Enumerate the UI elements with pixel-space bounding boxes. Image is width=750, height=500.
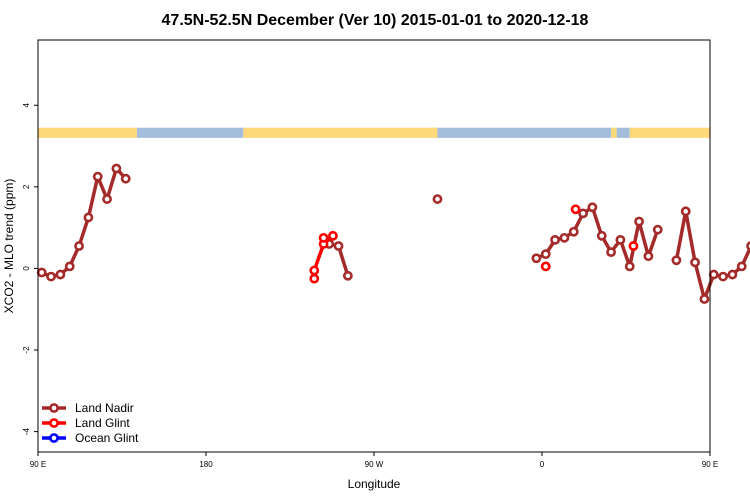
data-point: [634, 216, 644, 227]
data-point: [671, 255, 682, 266]
series-line: [41, 166, 128, 279]
data-point: [531, 253, 542, 264]
data-point: [718, 271, 728, 282]
data-point: [309, 273, 320, 284]
legend-label: Land Nadir: [75, 401, 134, 415]
data-point: [328, 230, 338, 241]
y-tick-label: 2: [22, 184, 31, 189]
data-point: [540, 249, 551, 260]
data-point: [55, 269, 66, 280]
strip-land-segment: [38, 127, 137, 138]
data-point: [606, 247, 616, 258]
legend-label: Land Glint: [75, 416, 130, 430]
strip-ocean-segment: [616, 127, 630, 138]
data-point: [680, 206, 691, 217]
y-tick-label: 0: [22, 266, 31, 271]
data-point: [708, 269, 719, 280]
chart-title: 47.5N-52.5N December (Ver 10) 2015-01-01…: [162, 12, 589, 29]
y-tick-label: 4: [22, 102, 31, 107]
strip-land-segment: [629, 127, 710, 138]
x-axis-label: Longitude: [348, 477, 401, 491]
data-point: [736, 261, 747, 272]
data-point: [64, 261, 75, 272]
series-line: [674, 209, 750, 301]
x-tick-label: 90 E: [30, 460, 46, 469]
data-point: [318, 232, 329, 243]
x-tick-label: 90 W: [365, 460, 384, 469]
land-ocean-strip: [38, 127, 710, 138]
y-axis-label: XCO2 - MLO trend (ppm): [2, 179, 16, 314]
data-point: [120, 173, 131, 184]
data-point: [46, 271, 56, 282]
series-layer: [36, 163, 750, 304]
y-tick-label: -4: [22, 428, 31, 436]
data-point: [624, 261, 635, 272]
data-point: [83, 212, 94, 223]
y-tick-label: -2: [22, 346, 31, 354]
data-point: [596, 230, 607, 241]
data-point: [643, 251, 654, 262]
data-point: [111, 163, 122, 174]
data-point: [587, 202, 598, 213]
strip-ocean-segment: [437, 127, 612, 138]
data-point: [559, 232, 570, 243]
data-point: [652, 224, 663, 235]
legend-marker: [49, 418, 59, 428]
data-point: [92, 171, 103, 182]
strip-land-segment: [611, 127, 617, 138]
data-point: [699, 294, 710, 304]
data-point: [628, 241, 639, 251]
strip-land-segment: [243, 127, 438, 138]
data-point: [36, 267, 47, 278]
data-point: [74, 241, 84, 251]
data-point: [615, 234, 626, 245]
data-point: [690, 257, 700, 268]
data-point: [333, 241, 344, 251]
data-point: [102, 194, 112, 204]
series-land-nadir: [36, 163, 750, 304]
x-tick-label: 90 E: [702, 460, 718, 469]
x-tick-label: 0: [540, 460, 545, 469]
legend-label: Ocean Glint: [75, 431, 139, 445]
data-point: [578, 208, 588, 219]
data-point: [550, 234, 560, 245]
data-point: [342, 270, 353, 281]
data-point: [540, 261, 551, 272]
x-tick-label: 180: [199, 460, 213, 469]
legend-marker: [49, 403, 59, 413]
data-point: [309, 265, 320, 276]
data-point: [568, 226, 579, 237]
legend-marker: [49, 433, 59, 443]
series-land-glint: [309, 204, 639, 284]
x-axis: 90 E 180 90 W 0 90 E: [30, 452, 718, 469]
y-axis: -4 -2 0 2 4: [22, 102, 38, 435]
data-point: [570, 204, 581, 215]
data-point: [746, 241, 750, 251]
data-point: [727, 269, 738, 280]
data-point: [432, 194, 443, 204]
strip-ocean-segment: [136, 127, 244, 138]
